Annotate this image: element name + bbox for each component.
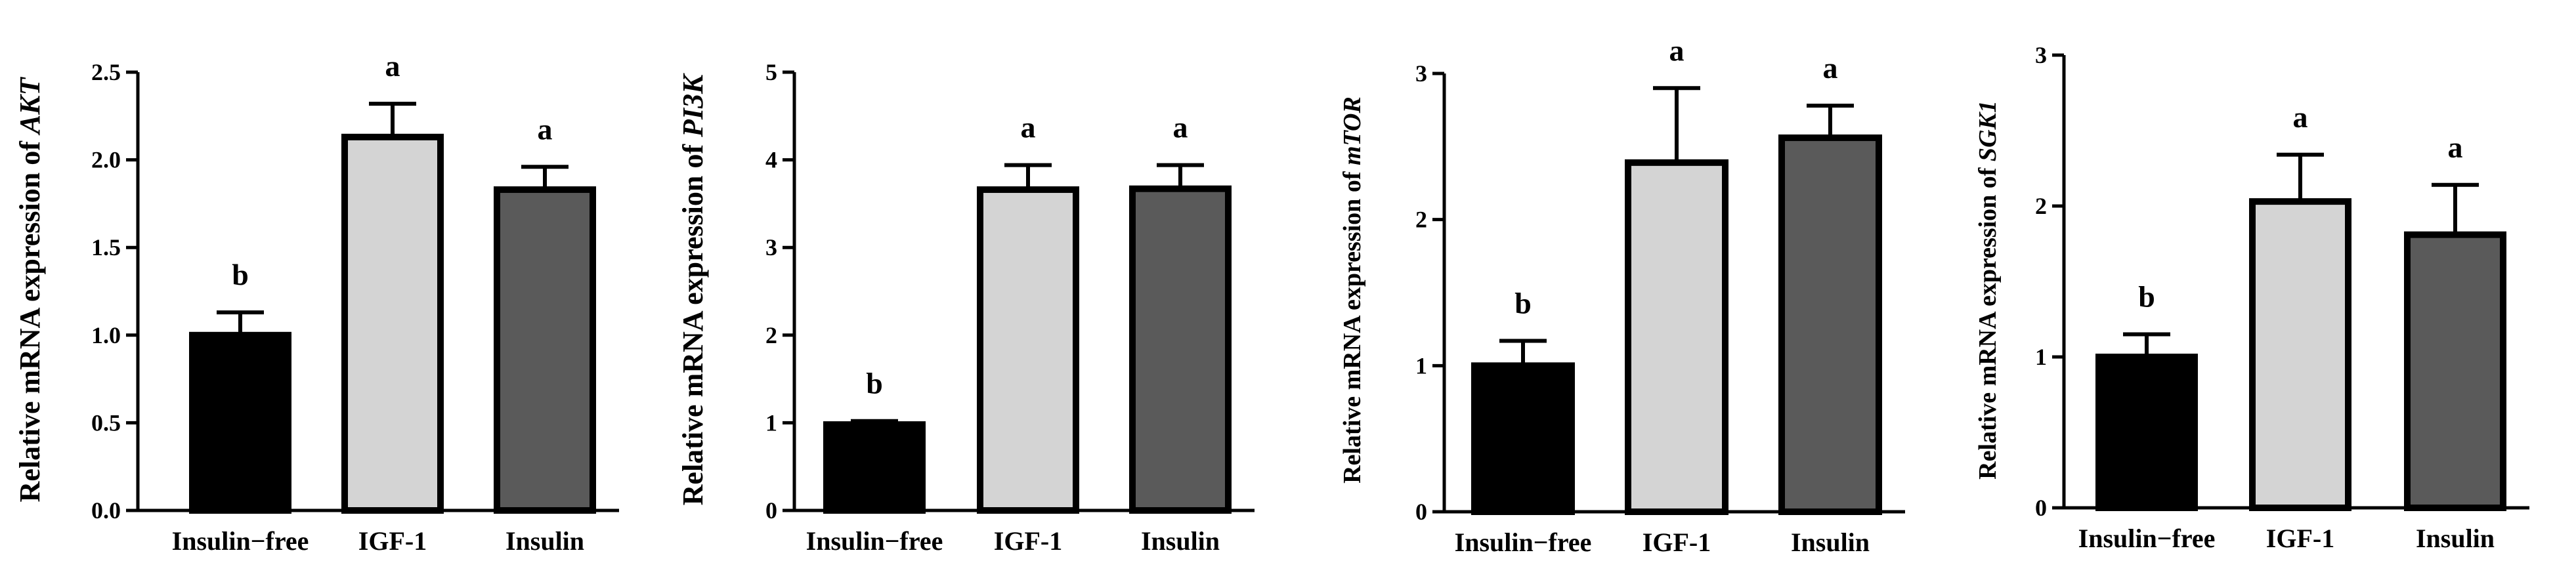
bar — [189, 331, 291, 514]
y-tick-label: 2 — [1415, 207, 1427, 233]
y-tick-label: 4 — [765, 147, 777, 173]
bar — [341, 133, 444, 514]
significance-label: b — [2138, 280, 2155, 314]
significance-label: a — [538, 112, 553, 146]
significance-label: a — [1669, 33, 1685, 67]
y-tick-label: 5 — [765, 59, 777, 85]
y-tick-label: 3 — [1415, 60, 1427, 87]
y-tick-label: 0 — [1415, 499, 1427, 525]
y-tick-label: 2.0 — [91, 147, 121, 173]
category-label: IGF-1 — [358, 526, 427, 556]
sgk1-chart: Relative mRNA expression of SGK1 0 1 2 3 b In… — [1974, 42, 2529, 553]
category-label: Insulin — [1141, 526, 1220, 556]
significance-label: a — [2293, 100, 2308, 134]
y-tick-label: 2 — [2035, 193, 2047, 219]
significance-label: b — [232, 258, 249, 291]
mtor-chart: Relative mRNA expression of mTOR 0 1 2 3 b In… — [1339, 33, 1905, 557]
y-tick-label: 3 — [765, 234, 777, 260]
bar — [2404, 231, 2506, 511]
pi3k-chart: Relative mRNA expression of PI3K 0 1 2 3 4 5 b… — [677, 59, 1255, 556]
significance-label: a — [2448, 131, 2463, 164]
y-tick-label: 2 — [765, 322, 777, 348]
y-tick-label: 2.5 — [91, 59, 121, 85]
bar — [823, 421, 926, 514]
category-label: Insulin−free — [1455, 528, 1592, 557]
category-label: Insulin — [1791, 528, 1870, 557]
significance-label: a — [1173, 111, 1188, 144]
bar — [1778, 134, 1882, 515]
category-label: Insulin−free — [806, 526, 943, 556]
bar — [2249, 198, 2351, 511]
significance-label: a — [1823, 51, 1838, 85]
y-tick-label: 0 — [2035, 495, 2047, 521]
category-label: IGF-1 — [994, 526, 1062, 556]
y-tick-label: 0.0 — [91, 497, 121, 524]
y-tick-label: 1 — [765, 409, 777, 436]
y-tick-label: 1 — [2035, 344, 2047, 370]
chart-panel-mtor: Relative mRNA expression of mTOR 0 1 2 3 b In… — [1313, 0, 1956, 580]
y-axis-label: Relative mRNA expression of PI3K — [677, 73, 709, 505]
significance-label: a — [1021, 111, 1036, 144]
akt-chart: Relative mRNA expression of AKT 0.0 0.5 1.… — [14, 49, 619, 556]
bar — [1129, 185, 1232, 514]
category-label: Insulin — [505, 526, 584, 556]
category-label: Insulin−free — [2078, 524, 2216, 553]
y-tick-label: 1.5 — [91, 234, 121, 260]
bar — [1471, 362, 1575, 515]
bar — [2095, 354, 2198, 511]
bar — [494, 186, 596, 514]
y-axis-label: Relative mRNA expression of AKT — [14, 76, 46, 502]
y-tick-label: 1 — [1415, 352, 1427, 379]
y-tick-label: 0 — [765, 497, 777, 524]
y-tick-label: 0.5 — [91, 409, 121, 436]
bar — [1625, 159, 1728, 515]
significance-label: b — [1514, 286, 1532, 320]
chart-panel-sgk1: Relative mRNA expression of SGK1 0 1 2 3 b In… — [1956, 0, 2576, 580]
y-tick-label: 3 — [2035, 42, 2047, 68]
significance-label: b — [866, 367, 883, 400]
y-axis-label: Relative mRNA expression of mTOR — [1339, 96, 1366, 484]
category-label: IGF-1 — [1642, 528, 1711, 557]
significance-label: a — [385, 49, 400, 83]
chart-panel-pi3k: Relative mRNA expression of PI3K 0 1 2 3 4 5 b… — [656, 0, 1313, 580]
category-label: IGF-1 — [2266, 524, 2334, 553]
bar — [977, 186, 1079, 514]
chart-panel-akt: Relative mRNA expression of AKT 0.0 0.5 1.… — [0, 0, 656, 580]
y-tick-label: 1.0 — [91, 322, 121, 348]
category-label: Insulin−free — [172, 526, 309, 556]
category-label: Insulin — [2416, 524, 2495, 553]
y-axis-label: Relative mRNA expression of SGK1 — [1974, 100, 2002, 480]
